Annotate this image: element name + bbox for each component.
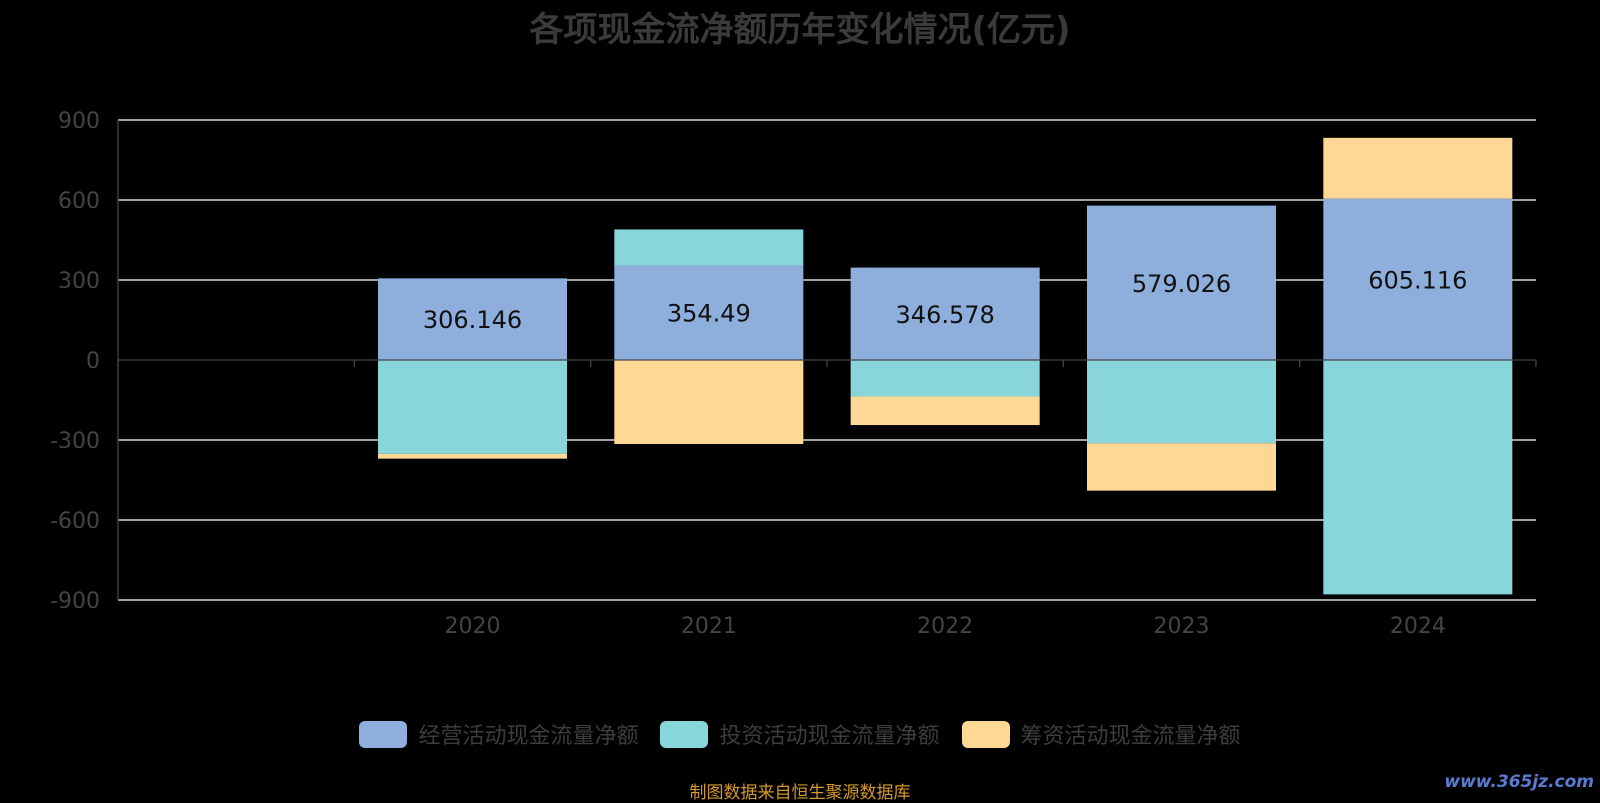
legend-swatch-financing <box>961 720 1010 748</box>
legend-swatch-investing <box>660 720 709 748</box>
y-tick-label: -900 <box>50 589 100 614</box>
y-tick-label: 600 <box>58 189 100 214</box>
data-label: 354.49 <box>667 300 751 328</box>
legend-label-financing: 筹资活动现金流量净额 <box>1020 724 1241 749</box>
x-tick-label: 2020 <box>445 614 501 639</box>
bar-operating-2024 <box>1323 198 1513 360</box>
legend-item-financing[interactable]: 筹资活动现金流量净额 <box>961 718 1241 750</box>
data-label: 579.026 <box>1132 270 1231 298</box>
chart-legend: 经营活动现金流量净额 投资活动现金流量净额 筹资活动现金流量净额 <box>0 718 1600 750</box>
data-label: 306.146 <box>423 306 522 334</box>
bar-investing-2022 <box>850 360 1040 397</box>
bar-financing-2024 <box>1323 137 1513 199</box>
chart-plot: -900 -600 -300 0 300 600 900 306.146 354.49 346.5… <box>50 109 1537 639</box>
y-tick-label: -600 <box>50 509 100 534</box>
y-tick-label: 300 <box>58 269 100 294</box>
x-tick-label: 2024 <box>1390 614 1446 639</box>
y-tick-label: 0 <box>86 349 100 374</box>
legend-item-operating[interactable]: 经营活动现金流量净额 <box>359 718 638 750</box>
bar-investing-2023 <box>1087 360 1276 444</box>
bar-financing-2023 <box>1087 443 1276 491</box>
bar-financing-2020 <box>378 453 567 459</box>
legend-label-operating: 经营活动现金流量净额 <box>418 724 639 749</box>
bar-investing-2021 <box>614 229 804 266</box>
bar-operating-2023 <box>1087 205 1276 360</box>
bar-financing-2021 <box>614 360 804 444</box>
bar-operating-2020 <box>378 278 567 360</box>
source-note: 制图数据来自恒生聚源数据库 <box>689 783 911 803</box>
bar-investing-2024 <box>1323 360 1513 595</box>
x-tick-label: 2021 <box>681 614 737 639</box>
y-tick-label: -300 <box>50 429 100 454</box>
data-label: 605.116 <box>1368 266 1467 294</box>
legend-swatch-operating <box>359 720 408 748</box>
chart-title: 各项现金流净额历年变化情况(亿元) <box>529 10 1071 50</box>
bar-financing-2022 <box>850 396 1040 426</box>
data-label: 346.578 <box>896 301 995 329</box>
y-tick-label: 900 <box>58 109 100 134</box>
x-tick-label: 2022 <box>917 614 973 639</box>
bar-operating-2022 <box>850 267 1040 360</box>
legend-item-investing[interactable]: 投资活动现金流量净额 <box>660 718 940 750</box>
bar-investing-2020 <box>378 360 567 454</box>
bar-operating-2021 <box>614 265 804 360</box>
legend-label-investing: 投资活动现金流量净额 <box>719 724 940 749</box>
x-tick-label: 2023 <box>1154 614 1210 639</box>
watermark: www.365jz.com <box>1444 772 1594 792</box>
